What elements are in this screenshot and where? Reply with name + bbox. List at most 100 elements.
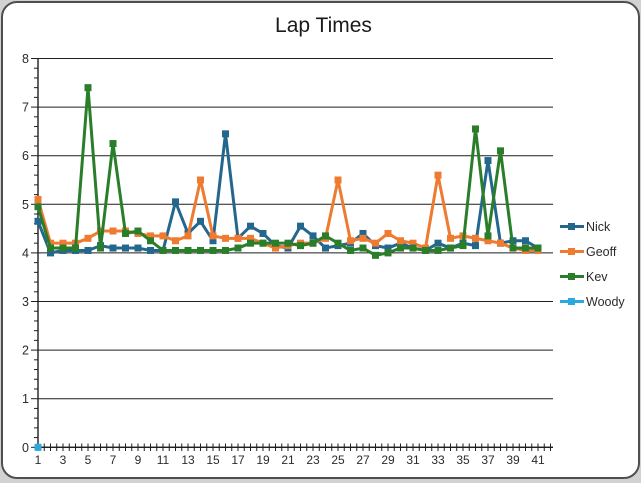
series-marker bbox=[397, 244, 404, 252]
x-tick-label: 21 bbox=[281, 453, 295, 467]
series-marker bbox=[434, 239, 442, 247]
y-axis-ticks bbox=[31, 58, 38, 448]
series-marker bbox=[209, 237, 217, 245]
series-marker bbox=[84, 246, 92, 254]
x-tick-label: 33 bbox=[431, 453, 445, 467]
legend-item-geoff: Geoff bbox=[560, 239, 625, 264]
legend-item-kev: Kev bbox=[560, 264, 625, 289]
x-tick-label: 23 bbox=[306, 453, 320, 467]
series-marker bbox=[84, 234, 92, 242]
series-marker bbox=[34, 203, 42, 211]
series-marker bbox=[447, 244, 454, 252]
legend-label: Woody bbox=[586, 294, 625, 309]
series-marker bbox=[484, 237, 492, 245]
x-tick-label: 31 bbox=[406, 453, 420, 467]
x-tick-label: 17 bbox=[231, 453, 245, 467]
legend-label: Geoff bbox=[586, 244, 617, 259]
series-marker bbox=[384, 229, 392, 237]
series-marker bbox=[384, 249, 392, 257]
series-marker bbox=[134, 227, 142, 235]
series-marker bbox=[197, 176, 204, 184]
series-marker bbox=[284, 239, 292, 247]
series-marker bbox=[172, 246, 179, 254]
series-marker bbox=[122, 229, 129, 237]
x-tick-label: 29 bbox=[381, 453, 395, 467]
series-marker bbox=[322, 232, 329, 240]
series-marker bbox=[222, 130, 229, 138]
y-tick-label: 5 bbox=[22, 198, 29, 212]
series-marker bbox=[247, 222, 254, 230]
series-marker bbox=[72, 244, 79, 252]
series-marker bbox=[472, 125, 479, 133]
x-tick-label: 1 bbox=[35, 453, 42, 467]
y-tick-label: 4 bbox=[22, 246, 29, 260]
series-marker bbox=[134, 244, 142, 252]
series-marker bbox=[109, 227, 117, 235]
series-marker bbox=[334, 239, 342, 247]
series-marker bbox=[172, 198, 179, 206]
series-marker bbox=[47, 244, 54, 252]
series-marker bbox=[84, 84, 92, 92]
x-tick-label: 25 bbox=[331, 453, 345, 467]
series-marker bbox=[259, 239, 267, 247]
series-marker bbox=[109, 140, 117, 148]
series-marker bbox=[222, 246, 229, 254]
series-marker bbox=[497, 239, 504, 247]
series-marker bbox=[297, 222, 304, 230]
series-marker bbox=[522, 244, 529, 252]
series-marker bbox=[397, 237, 404, 245]
y-tick-label: 1 bbox=[22, 392, 29, 406]
y-tick-label: 3 bbox=[22, 295, 29, 309]
series-marker bbox=[484, 157, 492, 165]
x-tick-label: 11 bbox=[157, 453, 170, 467]
legend-label: Kev bbox=[586, 269, 608, 284]
series-marker bbox=[159, 232, 167, 240]
chart-title: Lap Times bbox=[275, 14, 372, 37]
y-tick-label: 6 bbox=[22, 149, 29, 163]
series-marker bbox=[172, 237, 179, 245]
series-marker bbox=[409, 239, 417, 247]
series-marker bbox=[34, 443, 42, 451]
series-marker bbox=[359, 229, 367, 237]
series-marker bbox=[109, 244, 117, 252]
x-tick-label: 27 bbox=[356, 453, 370, 467]
legend-marker-icon bbox=[560, 272, 584, 281]
series-marker bbox=[122, 244, 129, 252]
series-marker bbox=[472, 242, 479, 250]
series-marker bbox=[47, 249, 54, 257]
y-tick-label: 7 bbox=[22, 101, 29, 115]
series-marker bbox=[384, 244, 392, 252]
series-marker bbox=[372, 251, 379, 259]
series-marker bbox=[359, 234, 367, 242]
series-marker bbox=[447, 234, 454, 242]
x-tick-label: 9 bbox=[135, 453, 142, 467]
series-marker bbox=[322, 244, 329, 252]
legend-marker-icon bbox=[560, 222, 584, 231]
gridlines bbox=[38, 58, 553, 448]
legend-item-nick: Nick bbox=[560, 214, 625, 239]
series-marker bbox=[522, 237, 529, 245]
legend: Nick Geoff Kev Woody bbox=[560, 214, 625, 314]
series-marker bbox=[197, 217, 204, 225]
series-marker bbox=[259, 229, 267, 237]
x-tick-label: 35 bbox=[456, 453, 470, 467]
series-marker bbox=[334, 176, 342, 184]
series-marker bbox=[309, 232, 317, 240]
x-tick-label: 19 bbox=[256, 453, 270, 467]
series-marker bbox=[222, 234, 229, 242]
legend-marker-icon bbox=[560, 247, 584, 256]
series-marker bbox=[97, 244, 104, 252]
series-marker bbox=[359, 244, 367, 252]
series-marker bbox=[434, 171, 442, 179]
x-tick-label: 5 bbox=[85, 453, 92, 467]
series-marker bbox=[147, 246, 154, 254]
series-marker bbox=[59, 244, 67, 252]
series-marker bbox=[209, 246, 217, 254]
x-tick-label: 3 bbox=[60, 453, 67, 467]
series-marker bbox=[434, 246, 442, 254]
series-marker bbox=[347, 246, 354, 254]
series-marker bbox=[484, 232, 492, 240]
series-marker bbox=[147, 237, 154, 245]
